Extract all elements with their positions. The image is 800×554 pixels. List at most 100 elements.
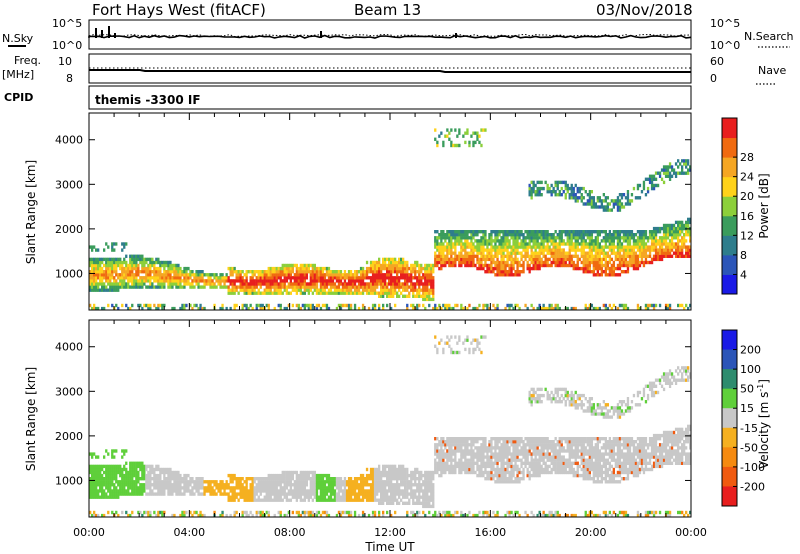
velocity-cell xyxy=(197,477,200,481)
power-cell xyxy=(668,226,672,231)
power-cell xyxy=(683,236,686,240)
power-cell xyxy=(510,248,513,252)
velocity-cell xyxy=(113,464,116,469)
power-cell xyxy=(520,270,523,274)
power-cell xyxy=(396,260,399,265)
velocity-cell xyxy=(369,486,373,490)
power-cell xyxy=(167,270,170,274)
velocity-cell xyxy=(263,477,266,481)
power-cell xyxy=(125,270,128,274)
velocity-cell xyxy=(113,455,116,459)
power-cell xyxy=(173,266,176,271)
velocity-cell xyxy=(376,498,379,502)
power-cell xyxy=(594,260,598,265)
power-cell xyxy=(371,306,375,311)
velocity-cell xyxy=(137,486,140,490)
power-cell xyxy=(638,233,642,237)
velocity-cell xyxy=(412,489,415,493)
power-cell xyxy=(588,233,592,237)
velocity-cell xyxy=(331,492,335,496)
velocity-cell xyxy=(235,495,238,499)
velocity-cell xyxy=(145,464,148,469)
velocity-cell xyxy=(249,486,252,490)
power-cell xyxy=(97,273,100,277)
power-cell xyxy=(624,257,628,262)
velocity-cell xyxy=(343,492,347,496)
power-cell xyxy=(538,245,541,249)
power-cell xyxy=(380,270,383,274)
power-cell xyxy=(462,242,465,246)
power-cell xyxy=(127,263,130,268)
power-cell xyxy=(582,196,585,200)
velocity-cell xyxy=(155,513,158,518)
power-cell xyxy=(265,279,268,283)
power-cell xyxy=(307,291,311,295)
power-cell xyxy=(165,270,168,274)
power-cell xyxy=(490,245,493,249)
power-cell xyxy=(426,282,429,286)
power-cell xyxy=(492,257,495,262)
velocity-cell xyxy=(319,513,323,518)
power-cell xyxy=(488,266,491,271)
velocity-cell xyxy=(275,477,278,481)
velocity-cell xyxy=(187,473,190,478)
velocity-cell xyxy=(398,470,401,475)
power-cell xyxy=(604,199,608,203)
power-cell xyxy=(293,285,297,289)
velocity-cell xyxy=(251,498,254,502)
velocity-cell xyxy=(113,473,116,478)
power-cell xyxy=(460,263,463,268)
power-cell xyxy=(418,263,421,268)
velocity-cell xyxy=(93,477,96,481)
velocity-cell xyxy=(267,489,270,493)
velocity-cell xyxy=(349,513,353,518)
power-cell xyxy=(528,266,531,271)
power-cell xyxy=(546,257,549,262)
velocity-cell xyxy=(199,510,202,515)
velocity-cell xyxy=(382,498,385,502)
power-cell xyxy=(664,248,668,252)
power-cell xyxy=(175,263,178,268)
power-cell xyxy=(93,270,96,274)
velocity-cell xyxy=(359,492,363,496)
power-cell xyxy=(687,230,690,234)
power-cell xyxy=(516,251,519,255)
power-cell xyxy=(472,143,475,148)
power-cell xyxy=(620,236,624,240)
velocity-cell xyxy=(307,510,311,515)
velocity-cell xyxy=(159,477,162,481)
velocity-cell xyxy=(129,464,132,469)
power-cell xyxy=(371,273,375,277)
velocity-cell xyxy=(378,473,381,478)
power-cell xyxy=(388,263,391,268)
power-cell xyxy=(390,273,393,277)
power-cell xyxy=(424,306,427,311)
power-cell xyxy=(243,285,246,289)
power-cell xyxy=(528,239,531,243)
power-cell xyxy=(514,236,517,240)
velocity-cell xyxy=(93,495,96,499)
power-cell xyxy=(564,254,567,258)
power-cell xyxy=(167,276,170,280)
power-cell xyxy=(518,260,521,265)
velocity-cell xyxy=(367,477,371,481)
velocity-cell xyxy=(253,489,256,493)
velocity-cell xyxy=(392,464,395,469)
velocity-cell xyxy=(97,477,100,481)
power-cell xyxy=(578,233,581,237)
power-cell xyxy=(436,236,439,240)
velocity-cell xyxy=(143,483,146,487)
power-cell xyxy=(620,260,624,265)
velocity-cell xyxy=(207,489,210,493)
power-cell xyxy=(432,285,435,289)
velocity-cell xyxy=(343,477,347,481)
power-cell xyxy=(171,266,174,271)
power-cell xyxy=(157,260,160,265)
velocity-cell xyxy=(229,495,232,499)
power-cell xyxy=(353,288,357,292)
velocity-cell xyxy=(337,483,341,487)
velocity-cell xyxy=(311,498,315,502)
power-cell xyxy=(566,190,569,194)
velocity-cell xyxy=(179,486,182,490)
velocity-cell xyxy=(279,492,282,496)
